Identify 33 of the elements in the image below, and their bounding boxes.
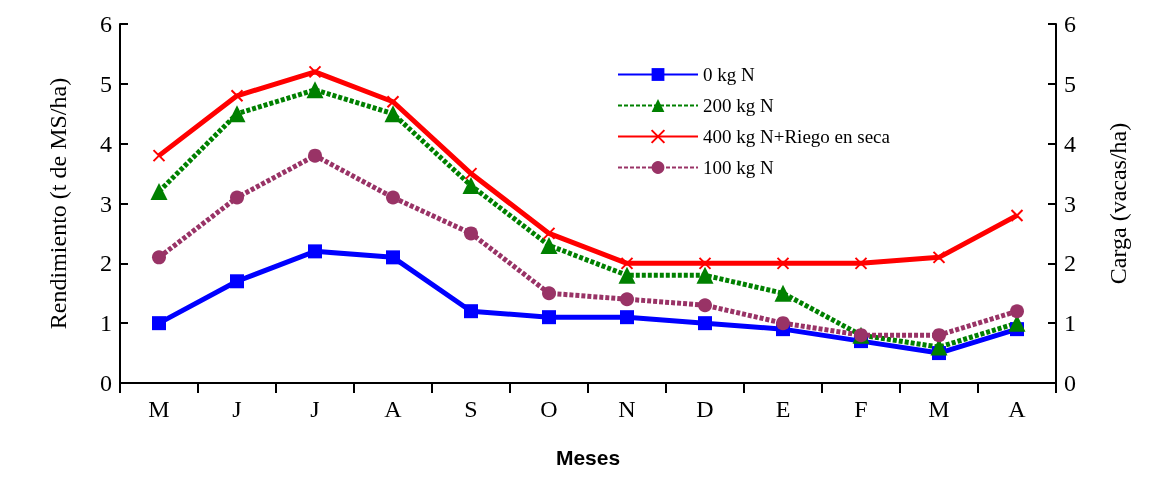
x-axis-title: Meses: [555, 446, 621, 469]
y2-tick-label: 5: [1064, 70, 1076, 97]
legend-label: 100 kg N: [703, 157, 774, 178]
x-tick-label: M: [148, 396, 170, 422]
x-tick-label: S: [464, 396, 478, 422]
x-tick-label: E: [775, 396, 791, 422]
y-tick-label: 0: [100, 370, 112, 396]
y-tick-label: 5: [100, 70, 112, 97]
x-tick-label: A: [1008, 396, 1027, 422]
y2-tick-label: 0: [1064, 370, 1076, 396]
x-tick-label: J: [232, 396, 242, 422]
x-tick-label: N: [618, 396, 636, 422]
x-tick-label: J: [310, 396, 320, 422]
y2-tick-label: 3: [1064, 190, 1076, 217]
y2-tick-label: 4: [1064, 130, 1076, 157]
legend-label: 400 kg N+Riego en seca: [703, 126, 891, 147]
legend-label: 200 kg N: [703, 95, 774, 116]
x-tick-label: D: [696, 396, 714, 422]
x-tick-label: M: [928, 396, 950, 422]
x-tick-label: A: [384, 396, 403, 422]
y2-tick-label: 2: [1064, 250, 1076, 277]
y-axis-title: Rendimiento (t de MS/ha): [45, 77, 71, 330]
y-tick-label: 1: [100, 310, 112, 337]
y2-axis-title: Carga (vacas/ha): [1105, 122, 1131, 285]
y-tick-label: 2: [100, 250, 112, 277]
legend-label: 0 kg N: [703, 64, 755, 85]
x-tick-label: O: [540, 396, 558, 422]
x-tick-label: F: [854, 396, 868, 422]
y-tick-label: 4: [100, 130, 112, 157]
y2-tick-label: 6: [1064, 11, 1076, 37]
y-tick-label: 3: [100, 190, 112, 217]
y2-tick-label: 1: [1064, 310, 1076, 337]
y-tick-label: 6: [100, 11, 112, 37]
